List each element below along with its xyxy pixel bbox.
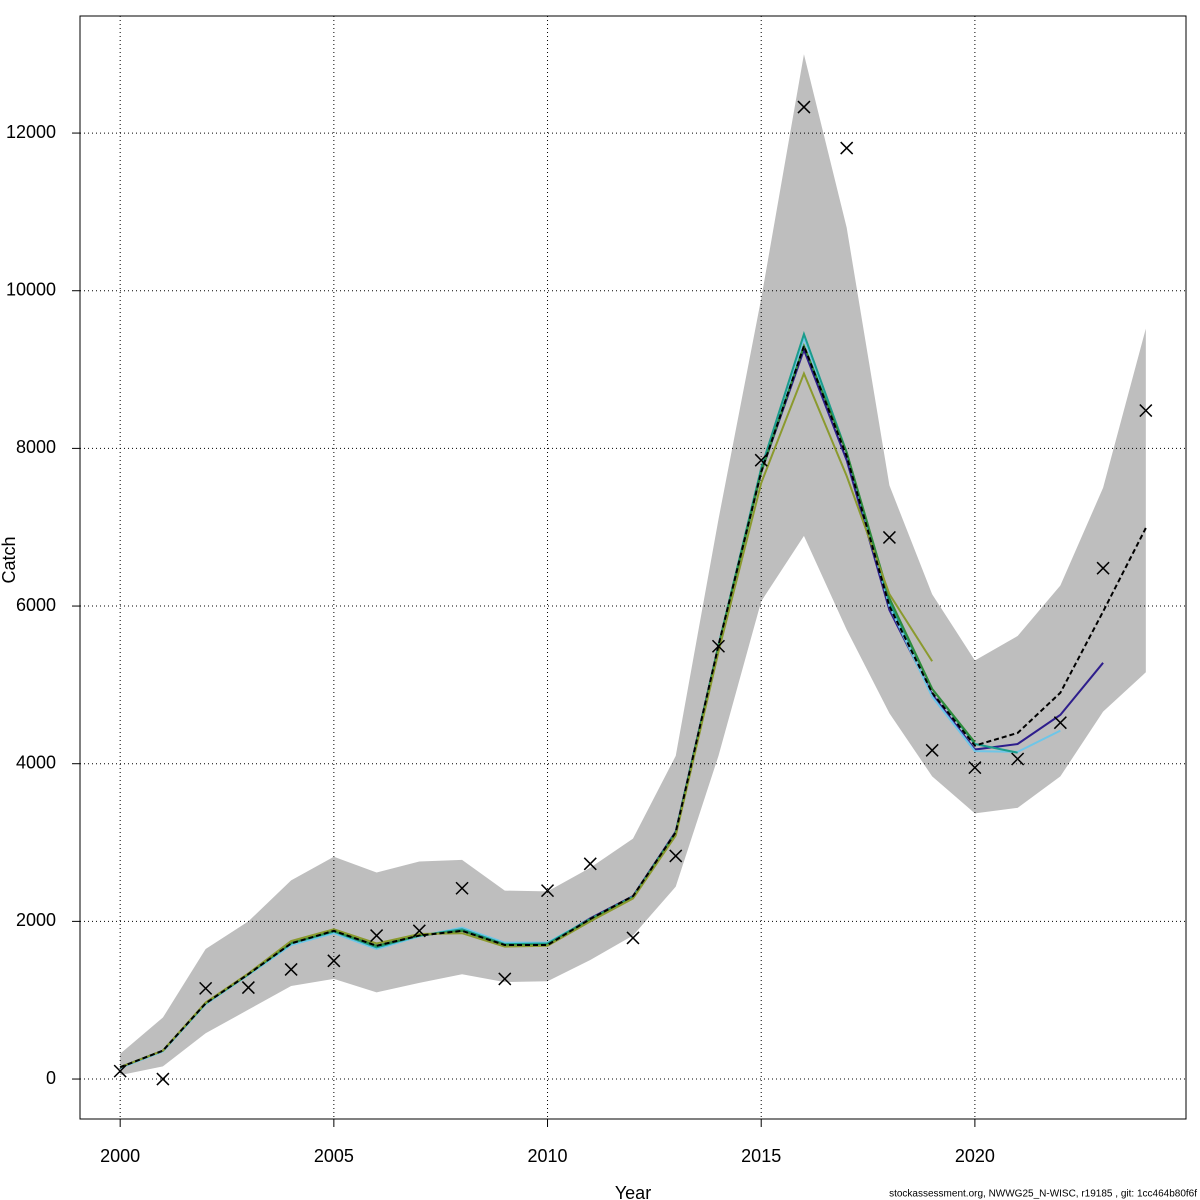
y-tick-label: 4000: [16, 752, 56, 772]
y-axis-label: Catch: [0, 536, 19, 583]
observed-point: [925, 743, 939, 757]
observed-point: [370, 929, 384, 943]
observed-point: [1011, 752, 1025, 766]
observed-point: [840, 141, 854, 155]
observed-point: [669, 849, 683, 863]
series-line: [119, 342, 1147, 1069]
y-tick-label: 12000: [6, 122, 56, 142]
observed-point: [1053, 716, 1067, 730]
x-tick-label: 2015: [741, 1146, 781, 1166]
plot-frame: [79, 15, 1187, 1120]
x-tick-label: 2010: [528, 1146, 568, 1166]
observed-point: [1139, 404, 1153, 418]
x-axis-label: Year: [615, 1183, 651, 1200]
x-tick-label: 2005: [314, 1146, 354, 1166]
observed-point: [327, 954, 341, 968]
observed-point: [882, 530, 896, 544]
x-tick-label: 2000: [100, 1146, 140, 1166]
footer: stockassessment.org, NWWG25_N-WISC, r191…: [889, 1189, 1197, 1200]
observed-point: [113, 1064, 127, 1078]
observed-point: [455, 881, 469, 895]
y-tick-label: 10000: [6, 279, 56, 299]
observed-point: [1096, 561, 1110, 575]
observed-point: [241, 981, 255, 995]
observed-point: [626, 931, 640, 945]
observed-point: [583, 857, 597, 871]
x-tick-label: 2020: [955, 1146, 995, 1166]
observed-point: [284, 962, 298, 976]
y-tick-label: 6000: [16, 595, 56, 615]
observed-point: [754, 453, 768, 467]
observed-point: [412, 924, 426, 938]
observed-point: [797, 100, 811, 114]
y-tick-label: 0: [46, 1068, 56, 1088]
y-tick-label: 8000: [16, 437, 56, 457]
observed-point: [540, 884, 555, 898]
observed-point: [711, 639, 726, 653]
observed-point: [968, 761, 982, 775]
observed-point: [498, 972, 512, 986]
observed-point: [199, 981, 213, 995]
confidence-band: [120, 54, 1146, 1076]
y-tick-label: 2000: [16, 910, 56, 930]
observed-point: [156, 1072, 170, 1086]
